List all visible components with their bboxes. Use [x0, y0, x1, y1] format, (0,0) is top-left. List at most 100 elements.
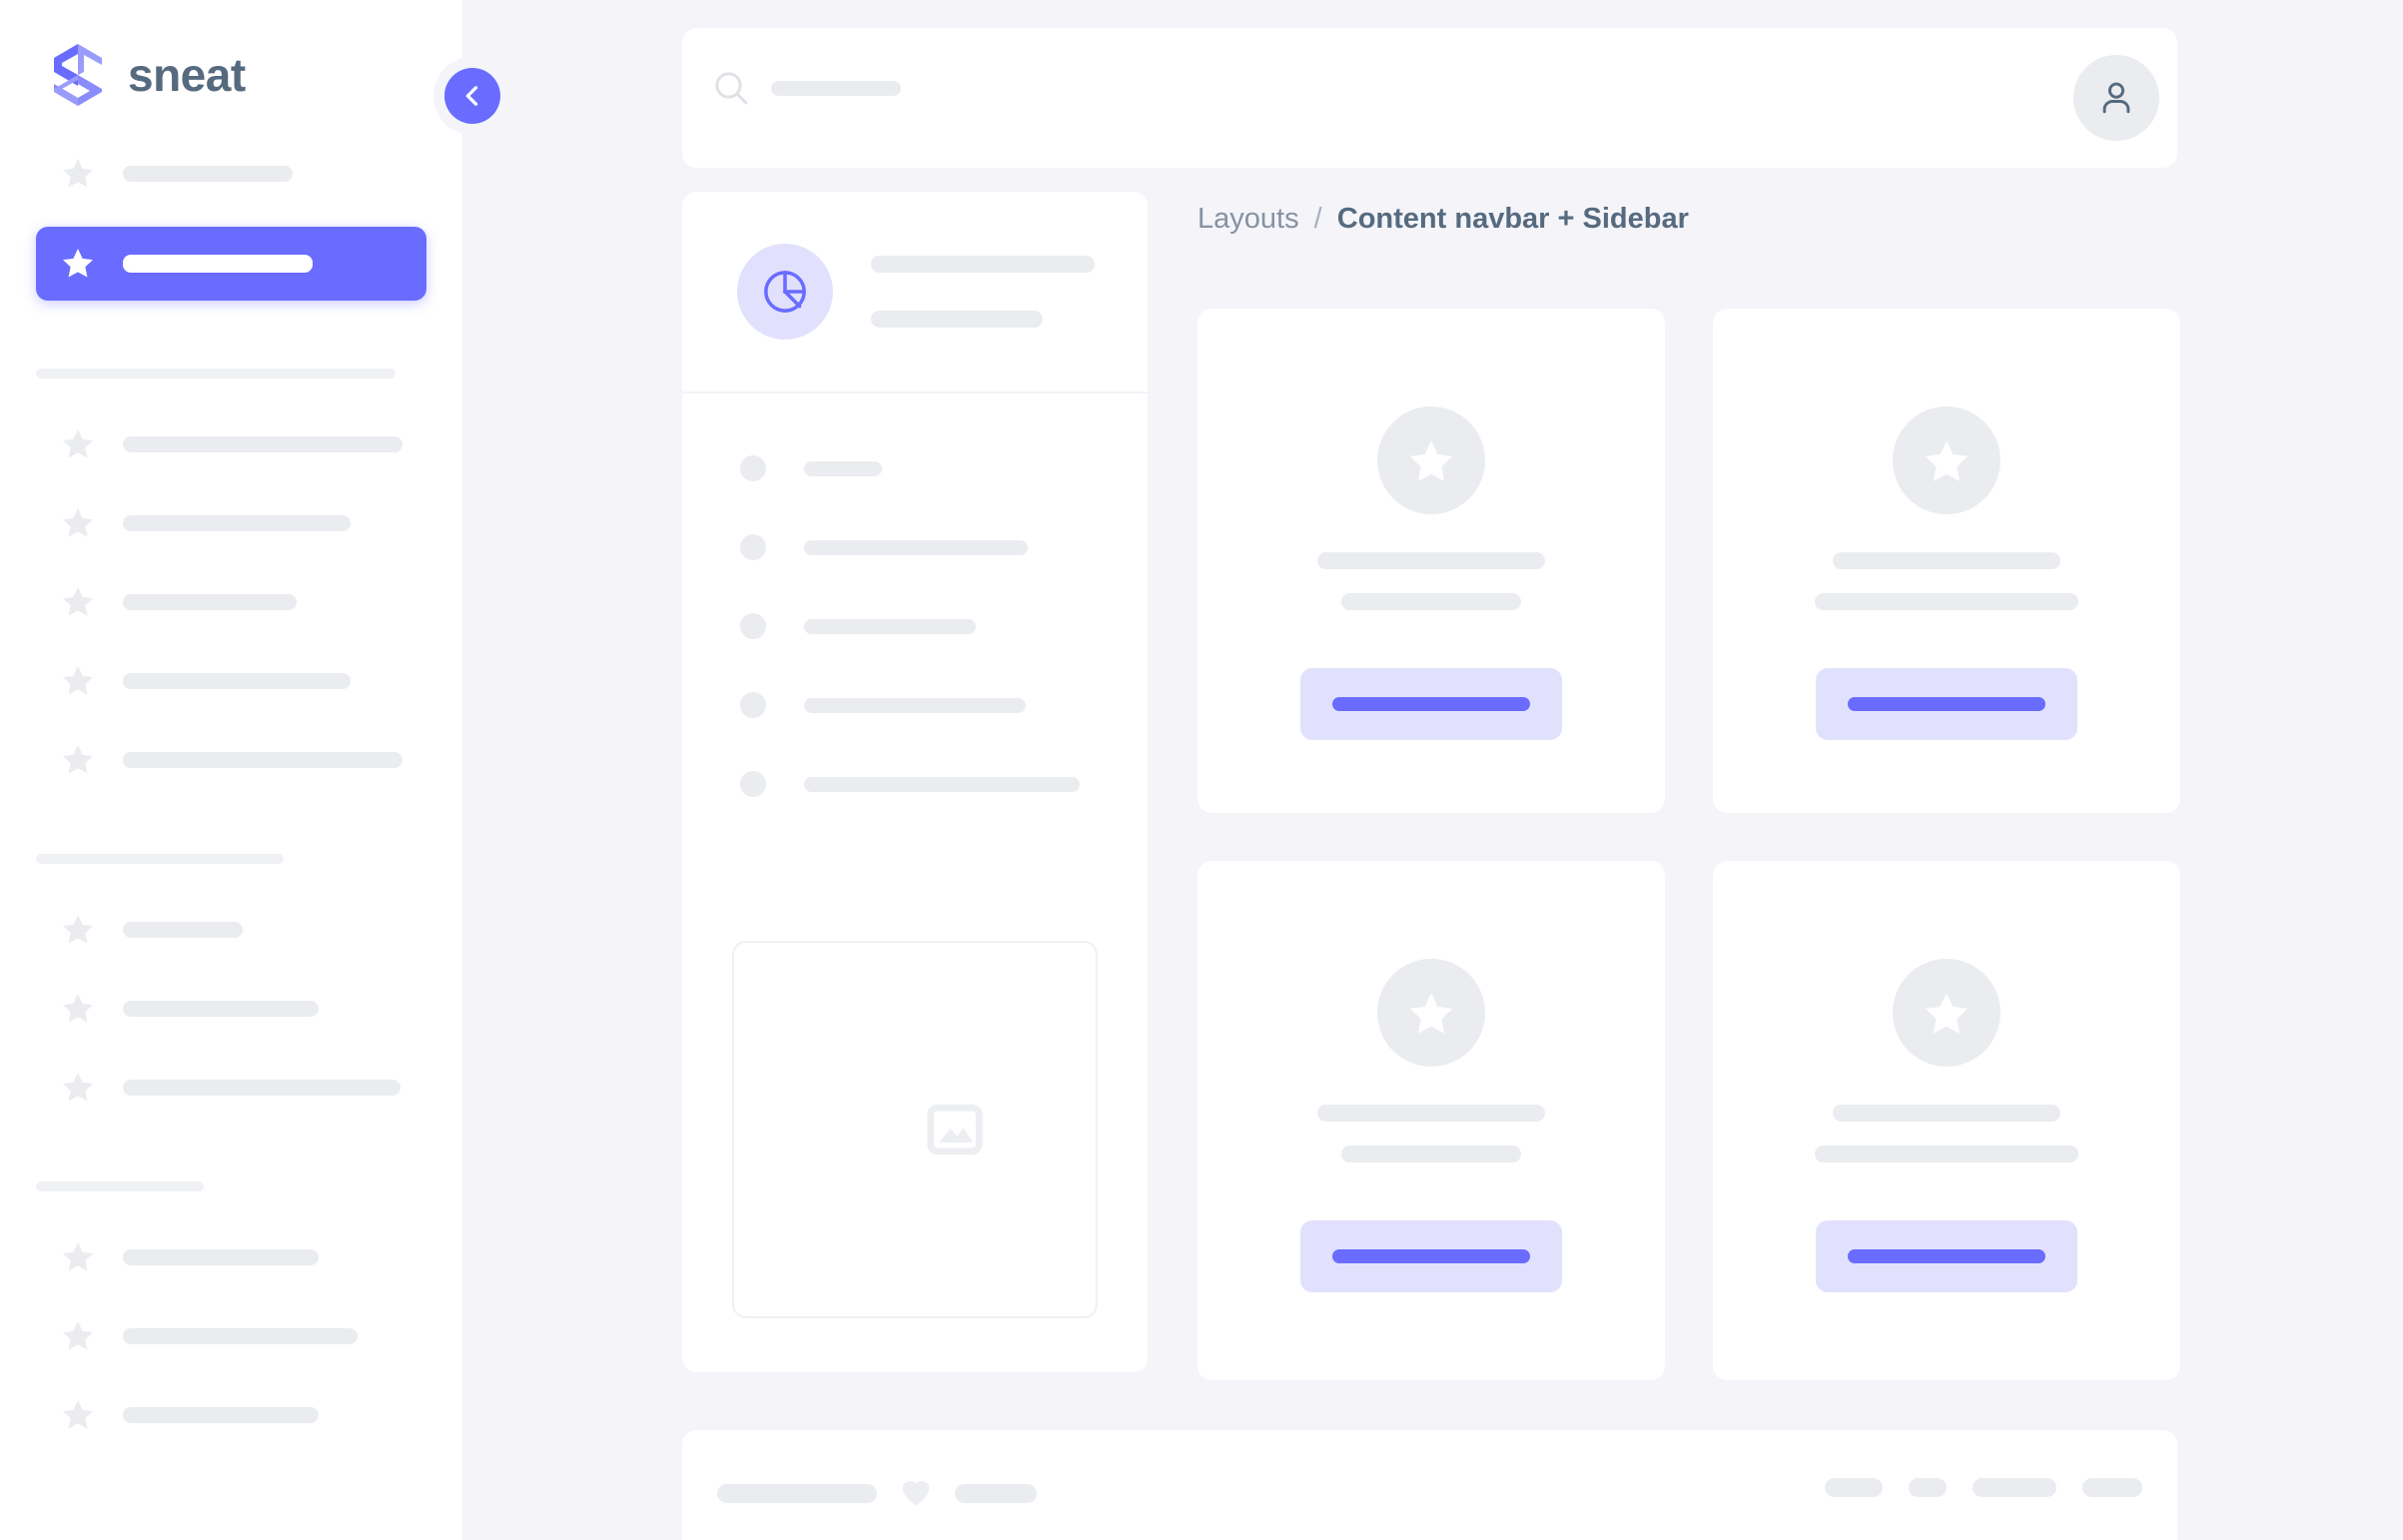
list-item-label — [804, 460, 882, 476]
grid-card-1[interactable] — [1713, 309, 2180, 813]
sidebar-item-label — [123, 255, 313, 273]
skeleton-line — [1317, 552, 1545, 569]
bullet-dot-icon — [740, 613, 766, 639]
heart-icon — [899, 1476, 933, 1510]
sidebar-item-9[interactable] — [36, 1062, 426, 1114]
skeleton-line — [1317, 1105, 1545, 1122]
footer-left-group — [717, 1476, 1037, 1510]
sidebar-item-label — [123, 752, 402, 768]
sneat-s-logo-icon — [48, 42, 106, 108]
chevron-left-icon — [444, 68, 500, 124]
star-icon — [60, 663, 96, 699]
card-action-button[interactable] — [1300, 1220, 1562, 1292]
nav-gap — [0, 1191, 462, 1231]
sidebar-item-label — [123, 515, 351, 531]
bullet-dot-icon — [740, 771, 766, 797]
bullet-dot-icon — [740, 692, 766, 718]
sidebar-item-7[interactable] — [36, 904, 426, 956]
footer-text-bar — [717, 1483, 877, 1503]
skeleton-line — [1833, 1105, 2060, 1122]
footer-link-pill[interactable] — [2082, 1478, 2142, 1497]
content-sidebar-header-lines — [871, 256, 1095, 328]
nav-gap — [0, 786, 462, 854]
nav-divider — [36, 369, 396, 379]
footer-bar — [682, 1430, 2177, 1540]
sidebar-item-label — [123, 436, 402, 452]
image-placeholder-box[interactable] — [732, 941, 1098, 1318]
list-item[interactable] — [682, 688, 1148, 722]
sidebar-item-2[interactable] — [36, 418, 426, 470]
list-item[interactable] — [682, 767, 1148, 801]
sidebar-item-8[interactable] — [36, 983, 426, 1035]
list-item[interactable] — [682, 451, 1148, 485]
skeleton-line — [871, 311, 1043, 328]
list-item[interactable] — [682, 530, 1148, 564]
card-action-button-label — [1332, 1249, 1530, 1263]
card-action-button-label — [1848, 697, 2045, 711]
star-icon — [60, 156, 96, 192]
sidebar-item-12[interactable] — [36, 1389, 426, 1441]
image-icon — [844, 1099, 986, 1160]
nav-divider — [36, 854, 284, 864]
footer-link-pill[interactable] — [1825, 1478, 1883, 1497]
sidebar-item-1-active[interactable] — [36, 227, 426, 301]
breadcrumb-root[interactable]: Layouts — [1198, 203, 1299, 235]
star-avatar — [1377, 406, 1485, 514]
sidebar-item-4[interactable] — [36, 576, 426, 628]
brand[interactable]: sneat — [48, 42, 246, 108]
grid-card-3[interactable] — [1713, 861, 2180, 1380]
card-action-button[interactable] — [1300, 668, 1562, 740]
sidebar-item-label — [123, 1001, 319, 1017]
list-item-label — [804, 697, 1026, 713]
sidebar-nav — [0, 148, 462, 1441]
sidebar-item-11[interactable] — [36, 1310, 426, 1362]
content-sidebar-header — [682, 192, 1148, 393]
top-search-bar — [682, 28, 2177, 168]
star-avatar — [1377, 959, 1485, 1067]
star-icon — [60, 742, 96, 778]
footer-link-pill[interactable] — [1973, 1478, 2056, 1497]
sidebar-item-label — [123, 166, 293, 182]
card-action-button[interactable] — [1816, 1220, 2077, 1292]
star-icon — [1406, 435, 1456, 485]
pie-chart-icon — [737, 244, 833, 340]
nav-divider — [36, 1181, 204, 1191]
breadcrumb-separator: / — [1313, 203, 1322, 235]
sidebar-item-5[interactable] — [36, 655, 426, 707]
content-sidebar-card — [682, 192, 1148, 1372]
footer-link-pill[interactable] — [1909, 1478, 1947, 1497]
list-item-label — [804, 539, 1028, 555]
card-action-button-label — [1332, 697, 1530, 711]
sidebar-item-3[interactable] — [36, 497, 426, 549]
grid-card-0[interactable] — [1198, 309, 1665, 813]
sidebar-item-label — [123, 673, 351, 689]
list-item[interactable] — [682, 609, 1148, 643]
avatar[interactable] — [2073, 55, 2159, 141]
star-icon — [60, 584, 96, 620]
skeleton-line — [1341, 1146, 1521, 1162]
sidebar-collapse-toggle[interactable] — [433, 57, 511, 135]
skeleton-line — [1815, 593, 2078, 610]
brand-name: sneat — [128, 49, 246, 101]
search-icon[interactable] — [711, 68, 751, 108]
footer-text-bar — [955, 1483, 1037, 1503]
sidebar-item-6[interactable] — [36, 734, 426, 786]
nav-gap — [0, 864, 462, 904]
list-item-label — [804, 618, 976, 634]
star-avatar — [1893, 959, 2001, 1067]
card-action-button[interactable] — [1816, 668, 2077, 740]
star-icon — [60, 1239, 96, 1275]
breadcrumb-current: Content navbar + Sidebar — [1336, 203, 1689, 235]
star-icon — [1922, 988, 1972, 1038]
star-icon — [60, 1318, 96, 1354]
grid-card-2[interactable] — [1198, 861, 1665, 1380]
nav-gap — [0, 301, 462, 369]
star-icon — [60, 912, 96, 948]
star-avatar — [1893, 406, 2001, 514]
sidebar-item-10[interactable] — [36, 1231, 426, 1283]
sidebar-item-0[interactable] — [36, 148, 426, 200]
skeleton-line — [1815, 1146, 2078, 1162]
sidebar-item-label — [123, 594, 297, 610]
search-input[interactable] — [771, 81, 901, 96]
star-icon — [1922, 435, 1972, 485]
